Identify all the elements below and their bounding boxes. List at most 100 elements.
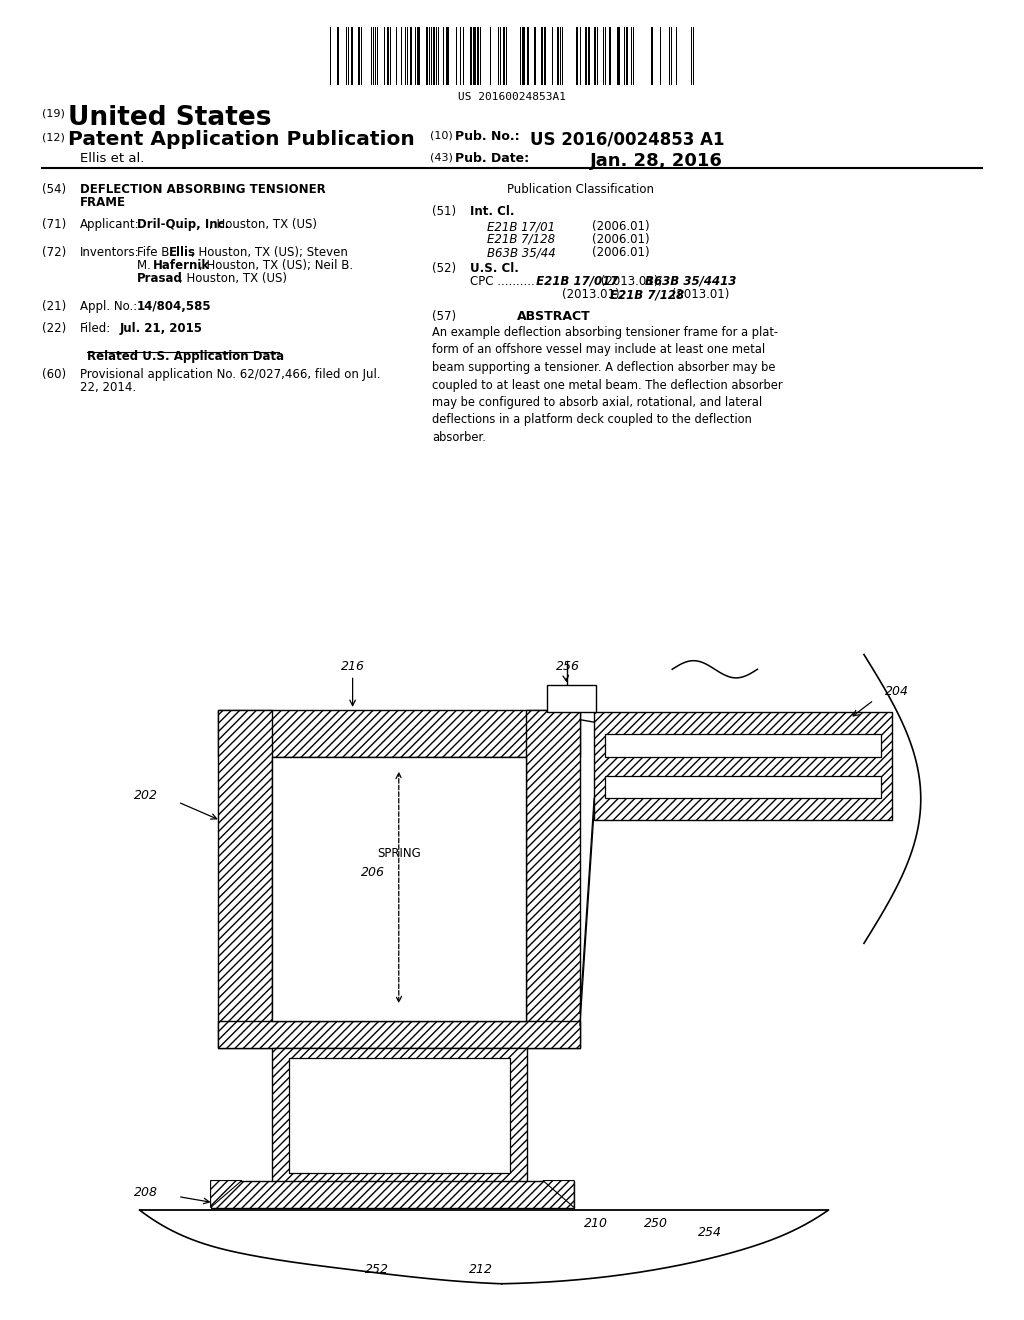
Bar: [605, 776, 881, 799]
Text: Provisional application No. 62/027,466, filed on Jul.: Provisional application No. 62/027,466, …: [80, 368, 381, 381]
Text: , Houston, TX (US); Steven: , Houston, TX (US); Steven: [191, 246, 348, 259]
Bar: [605, 734, 881, 756]
Text: ABSTRACT: ABSTRACT: [517, 310, 591, 323]
Text: (2013.01): (2013.01): [668, 288, 729, 301]
Text: Jan. 28, 2016: Jan. 28, 2016: [590, 152, 723, 170]
Text: DEFLECTION ABSORBING TENSIONER: DEFLECTION ABSORBING TENSIONER: [80, 183, 326, 195]
Text: U.S. Cl.: U.S. Cl.: [470, 261, 519, 275]
Text: (22): (22): [42, 322, 67, 335]
Text: 216: 216: [341, 660, 365, 673]
Text: , Houston, TX (US): , Houston, TX (US): [179, 272, 287, 285]
Bar: [289, 1057, 510, 1173]
Text: E21B 7/128: E21B 7/128: [487, 234, 555, 246]
Bar: [211, 1180, 574, 1208]
Text: SPRING: SPRING: [377, 846, 421, 859]
Text: (52): (52): [432, 261, 456, 275]
Text: Publication Classification: Publication Classification: [507, 183, 654, 195]
Bar: [473, 26, 476, 84]
Text: Hafernik: Hafernik: [153, 259, 210, 272]
Bar: [617, 26, 620, 84]
Bar: [626, 26, 628, 84]
Text: United States: United States: [68, 106, 271, 131]
Text: 204: 204: [886, 685, 909, 698]
Text: Related U.S. Application Data: Related U.S. Application Data: [87, 350, 284, 363]
Bar: [585, 26, 587, 84]
Text: 254: 254: [697, 1226, 722, 1239]
Text: (21): (21): [42, 300, 67, 313]
Bar: [218, 1020, 580, 1048]
Text: (43): (43): [430, 152, 453, 162]
Bar: [541, 26, 543, 84]
Bar: [426, 26, 428, 84]
Text: Dril-Quip, Inc.: Dril-Quip, Inc.: [137, 218, 229, 231]
Text: An example deflection absorbing tensioner frame for a plat-
form of an offshore : An example deflection absorbing tensione…: [432, 326, 782, 444]
Text: 206: 206: [361, 866, 385, 879]
Text: Pub. Date:: Pub. Date:: [455, 152, 529, 165]
Bar: [410, 26, 412, 84]
Text: (2006.01): (2006.01): [592, 220, 649, 234]
Text: (71): (71): [42, 218, 67, 231]
Text: US 20160024853A1: US 20160024853A1: [458, 92, 566, 102]
Text: (19): (19): [42, 108, 65, 117]
Text: (57): (57): [432, 310, 456, 323]
Bar: [651, 26, 653, 84]
Text: E21B 17/01: E21B 17/01: [487, 220, 555, 234]
Bar: [547, 685, 596, 713]
Text: Int. Cl.: Int. Cl.: [470, 205, 514, 218]
Text: Ellis et al.: Ellis et al.: [80, 152, 144, 165]
Text: 22, 2014.: 22, 2014.: [80, 381, 136, 393]
Bar: [575, 26, 578, 84]
Bar: [433, 26, 435, 84]
Text: B63B 35/44: B63B 35/44: [487, 246, 556, 259]
Text: (2006.01): (2006.01): [592, 234, 649, 246]
Text: 208: 208: [134, 1187, 158, 1200]
Polygon shape: [211, 1180, 242, 1208]
Text: 210: 210: [584, 1217, 608, 1230]
Text: Jul. 21, 2015: Jul. 21, 2015: [120, 322, 203, 335]
Polygon shape: [543, 1180, 574, 1208]
Bar: [522, 26, 525, 84]
Text: 212: 212: [468, 1263, 493, 1276]
Text: CPC ..........: CPC ..........: [470, 275, 535, 288]
Bar: [417, 26, 420, 84]
Bar: [358, 26, 360, 84]
Bar: [527, 26, 529, 84]
Text: 202: 202: [134, 789, 158, 803]
Text: E21B 7/128: E21B 7/128: [610, 288, 684, 301]
Text: (51): (51): [432, 205, 456, 218]
Text: (2013.01);: (2013.01);: [562, 288, 628, 301]
Bar: [594, 26, 596, 84]
Text: (10): (10): [430, 129, 453, 140]
Text: (2006.01): (2006.01): [592, 246, 649, 259]
Bar: [218, 710, 580, 756]
Bar: [387, 26, 389, 84]
Text: Inventors:: Inventors:: [80, 246, 139, 259]
Bar: [588, 26, 590, 84]
Bar: [337, 26, 339, 84]
Bar: [594, 713, 892, 821]
Text: 256: 256: [556, 660, 580, 673]
Text: 14/804,585: 14/804,585: [137, 300, 212, 313]
Bar: [351, 26, 353, 84]
Text: , Houston, TX (US); Neil B.: , Houston, TX (US); Neil B.: [199, 259, 353, 272]
Text: 250: 250: [644, 1217, 668, 1230]
Bar: [534, 26, 536, 84]
Text: (2013.01);: (2013.01);: [597, 275, 667, 288]
Text: E21B 17/017: E21B 17/017: [532, 275, 618, 288]
Bar: [271, 1048, 527, 1185]
Bar: [271, 756, 526, 1020]
Bar: [503, 26, 505, 84]
Text: FRAME: FRAME: [80, 195, 126, 209]
Text: Prasad: Prasad: [137, 272, 183, 285]
Bar: [557, 26, 559, 84]
Bar: [470, 26, 472, 84]
Text: Fife B.: Fife B.: [137, 246, 177, 259]
Text: (12): (12): [42, 132, 65, 143]
Text: B63B 35/4413: B63B 35/4413: [645, 275, 736, 288]
Bar: [446, 26, 449, 84]
Bar: [218, 710, 271, 1048]
Text: Patent Application Publication: Patent Application Publication: [68, 129, 415, 149]
Text: Pub. No.:: Pub. No.:: [455, 129, 519, 143]
Bar: [477, 26, 479, 84]
Bar: [526, 710, 580, 1048]
